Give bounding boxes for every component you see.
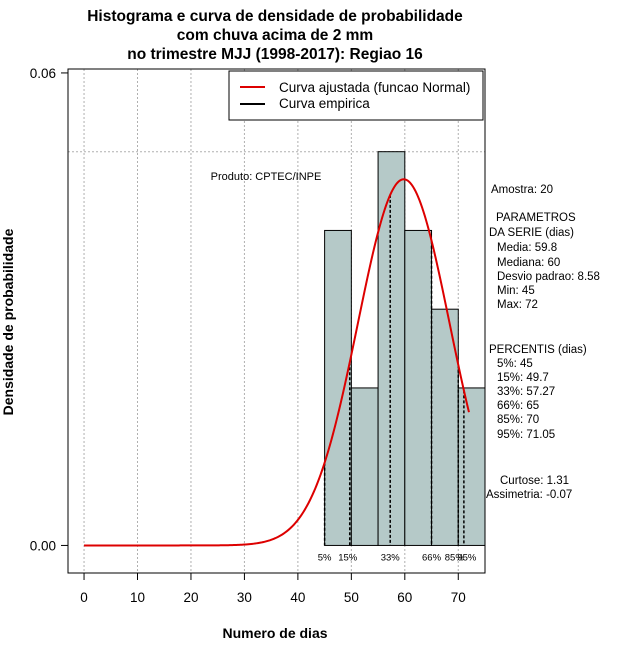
histogram-bar-1	[324, 229, 352, 546]
fitted-curve-layer	[84, 178, 470, 547]
param-min: Min: 45	[497, 285, 535, 297]
percentil-33: 33%: 57.27	[497, 386, 555, 398]
legend-label-empirical: Curva empirica	[279, 96, 370, 111]
x-tick-label: 70	[451, 590, 466, 605]
percentile-label-95: 95%	[457, 552, 477, 563]
side-stats: Amostra: 20 PARAMETROS DA SERIE (dias) M…	[486, 184, 600, 501]
histogram-bar-5	[431, 308, 459, 546]
fitted-normal-curve	[84, 178, 470, 547]
percentil-85: 85%: 70	[497, 414, 539, 426]
percentil-95: 95%: 71.05	[497, 429, 555, 441]
x-tick-label: 30	[237, 590, 252, 605]
param-max: Max: 72	[497, 299, 538, 311]
histogram-bar-6	[457, 387, 486, 546]
percentile-label-33: 33%	[381, 552, 401, 563]
kurtosis: Curtose: 1.31	[500, 475, 569, 487]
sample-size: Amostra: 20	[491, 184, 553, 196]
percentil-66: 66%: 65	[497, 400, 539, 412]
legend: Curva ajustada (funcao Normal) Curva emp…	[228, 70, 484, 121]
percentis-header: PERCENTIS (dias)	[489, 344, 587, 356]
percentile-label-66: 66%	[422, 552, 442, 563]
legend-label-fitted: Curva ajustada (funcao Normal)	[279, 80, 470, 95]
chart-title-line-1: Histograma e curva de densidade de proba…	[87, 8, 463, 25]
param-median: Mediana: 60	[497, 257, 560, 269]
percentil-15: 15%: 49.7	[497, 372, 549, 384]
chart-title-line-2: com chuva acima de 2 mm	[177, 27, 373, 44]
chart-title-line-3: no trimestre MJJ (1998-2017): Regiao 16	[127, 46, 423, 63]
histogram-bar-4	[404, 229, 433, 546]
plot-frame	[67, 68, 486, 574]
histogram-bar-2	[350, 387, 379, 546]
params-header-2: DA SERIE (dias)	[489, 227, 574, 239]
x-tick-label: 60	[397, 590, 412, 605]
y-axis-label: Densidade de probabilidade	[0, 228, 16, 415]
param-sd: Desvio padrao: 8.58	[497, 271, 600, 283]
x-tick-label: 50	[344, 590, 359, 605]
percentile-label-15: 15%	[338, 552, 358, 563]
x-axis-label: Numero de dias	[222, 625, 327, 641]
histogram-bars	[324, 151, 486, 546]
percentile-label-85: 85%	[445, 552, 465, 563]
params-header-1: PARAMETROS	[496, 212, 576, 224]
param-mean: Media: 59.8	[497, 242, 557, 254]
x-tick-label: 20	[183, 590, 198, 605]
percentile-label-5: 5%	[318, 552, 332, 563]
y-tick-label: 0.00	[30, 538, 56, 553]
product-annotation: Produto: CPTEC/INPE	[211, 171, 322, 183]
x-tick-label: 10	[130, 590, 145, 605]
percentile-lines: 5% 15% 33% 66% 85%95%	[318, 194, 477, 563]
axes: 0 10 20 30 40 50 60 70 0.00 0.06	[30, 66, 466, 605]
legend-box	[228, 70, 484, 121]
percentil-5: 5%: 45	[497, 358, 533, 370]
skewness: Assimetria: -0.07	[486, 489, 572, 501]
histogram-bar-3	[377, 151, 406, 546]
x-tick-label: 0	[80, 590, 88, 605]
y-tick-label: 0.06	[30, 66, 56, 81]
x-tick-label: 40	[290, 590, 305, 605]
